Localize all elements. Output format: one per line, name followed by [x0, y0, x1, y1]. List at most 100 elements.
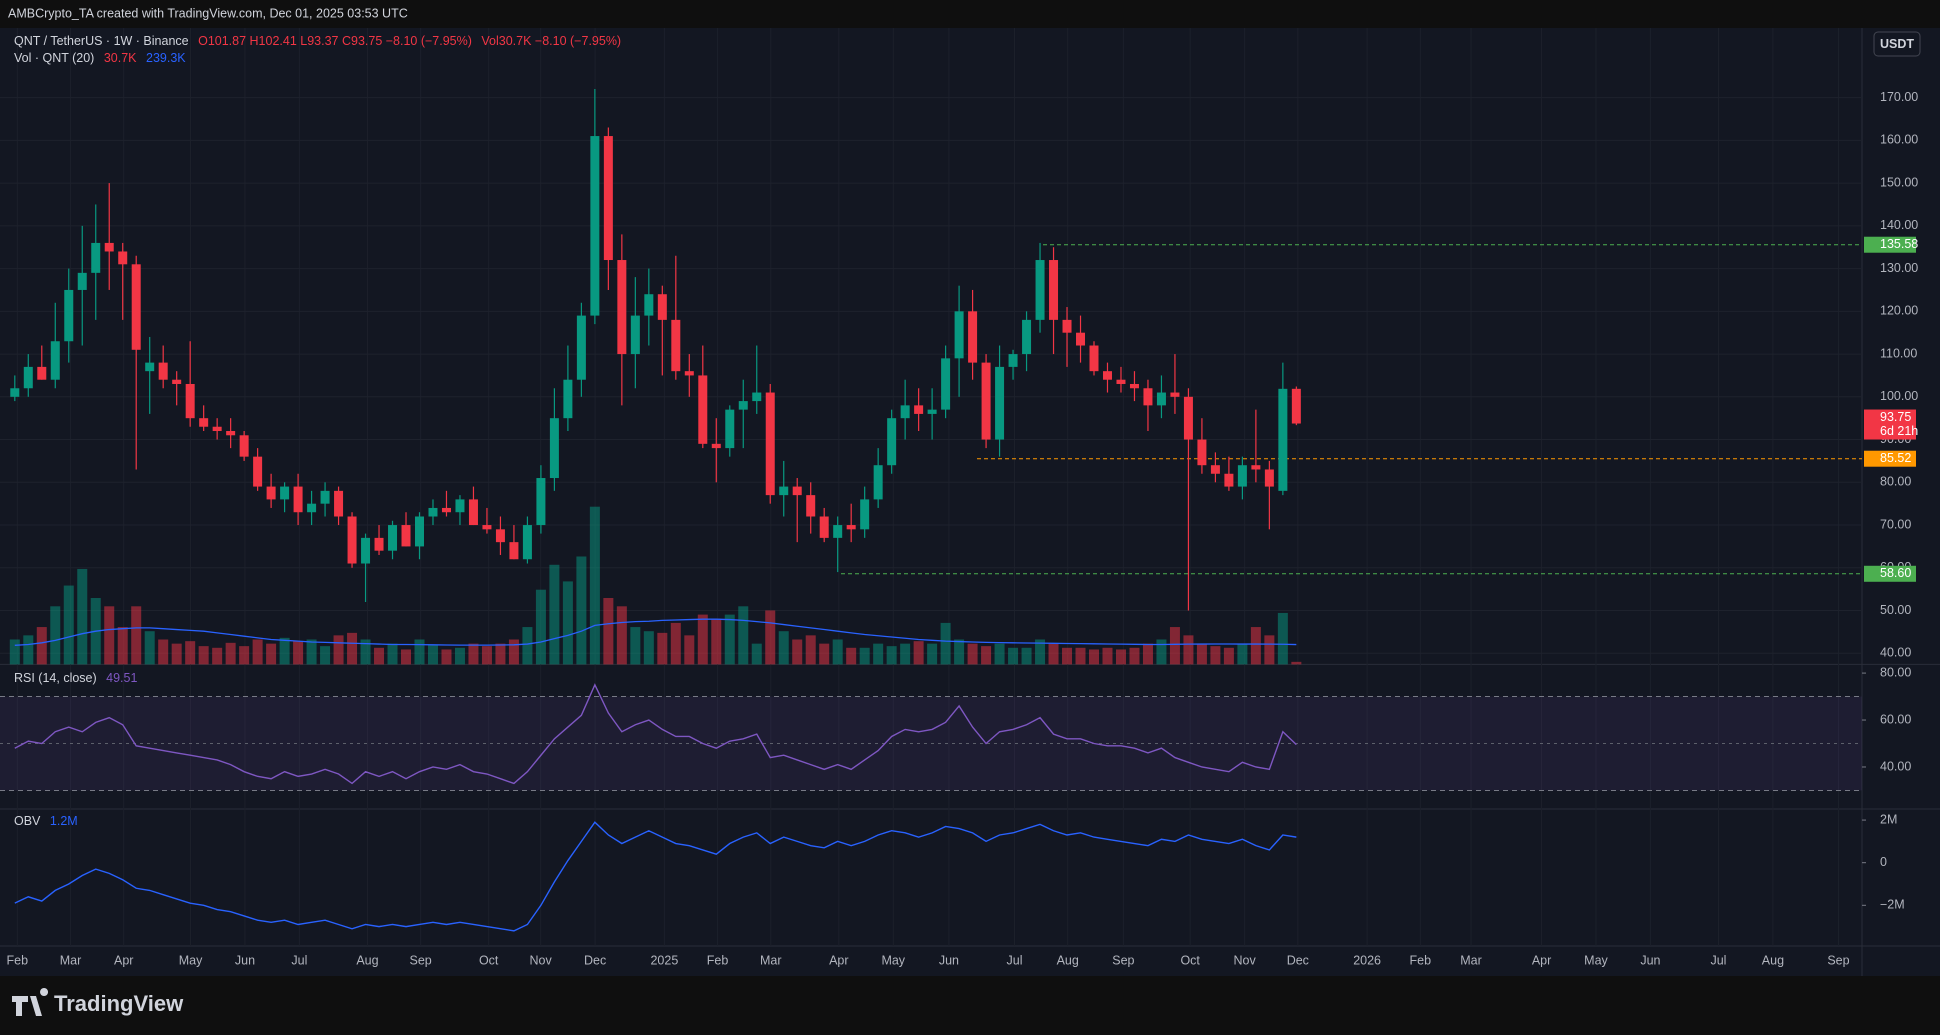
volume-bar — [751, 643, 762, 665]
volume-bar — [1075, 647, 1086, 665]
candle-body — [199, 418, 209, 427]
candle-body — [1116, 379, 1126, 384]
level-label: 135.58 — [1880, 237, 1918, 251]
candle-body — [563, 379, 573, 419]
volume-bar — [481, 646, 492, 665]
candle-body — [657, 294, 667, 320]
x-tick-label: Nov — [1234, 953, 1257, 967]
volume-bar — [306, 639, 317, 665]
volume-change: Vol30.7K −8.10 (−7.95%) — [481, 34, 622, 48]
volume-bar — [1210, 646, 1221, 665]
rsi-last: 49.51 — [106, 671, 138, 685]
volume-bar — [36, 627, 47, 665]
x-tick-label: Nov — [530, 953, 553, 967]
candle-body — [158, 362, 168, 380]
volume-bar — [1183, 635, 1194, 665]
rsi-title: RSI (14, close) — [14, 671, 97, 685]
volume-bar — [1089, 649, 1099, 665]
candle-body — [280, 486, 290, 500]
volume-bar — [1277, 612, 1288, 665]
indicator-line — [14, 821, 1297, 932]
candle-body — [347, 516, 357, 564]
volume-bar — [185, 641, 196, 665]
volume-bar — [1115, 649, 1126, 665]
volume-bar — [144, 631, 155, 665]
currency-button[interactable] — [1873, 31, 1921, 57]
volume-bar — [360, 639, 371, 665]
indicator-line — [14, 683, 1297, 785]
candle-body — [388, 525, 398, 551]
volume-bar — [657, 632, 668, 665]
volume-bar — [697, 614, 708, 665]
volume-bar — [940, 622, 951, 665]
volume-bar — [63, 585, 74, 665]
currency[interactable]: USDT — [1880, 37, 1914, 51]
x-tick-label: Jul — [1710, 953, 1726, 967]
candle-body — [1076, 332, 1086, 346]
candle-body — [23, 366, 33, 389]
volume-bar — [954, 639, 965, 665]
volume-bar — [9, 639, 20, 665]
candle-body — [792, 486, 802, 496]
candle-body — [1008, 354, 1018, 367]
candle-body — [1197, 439, 1207, 466]
volume-bar — [198, 646, 209, 665]
volume-bar — [158, 639, 169, 665]
candle-body — [914, 405, 924, 414]
candle-body — [10, 388, 20, 397]
volume-bar — [508, 639, 519, 665]
candle-body — [1022, 319, 1032, 355]
volume-bar — [252, 639, 263, 665]
rsi-legend: RSI (14, close) 49.51 — [14, 671, 143, 685]
volume-bar — [522, 627, 533, 665]
candle-body — [482, 525, 492, 530]
candle-body — [833, 525, 843, 538]
volume-bar — [724, 614, 735, 665]
x-tick-label: Dec — [1287, 953, 1309, 967]
x-tick-label: May — [179, 953, 203, 967]
price-tag-countdown: 6d 21h — [1880, 424, 1918, 438]
x-tick-label: Oct — [479, 953, 499, 967]
candle-body — [968, 311, 978, 363]
x-tick-label: Mar — [60, 953, 82, 967]
candle-body — [145, 362, 155, 372]
candle-body — [711, 443, 721, 449]
candle-body — [1170, 392, 1180, 397]
x-tick-label: Feb — [1410, 953, 1432, 967]
volume-bar — [913, 641, 924, 665]
volume-bar — [927, 643, 938, 665]
volume-bar — [643, 631, 654, 665]
candle-body — [981, 362, 991, 440]
obv-last: 1.2M — [49, 814, 78, 828]
volume-bar — [1129, 647, 1140, 665]
candle-body — [1224, 473, 1234, 487]
brand: TradingView — [54, 991, 184, 1016]
volume-bar — [387, 643, 398, 665]
volume-bar — [576, 556, 587, 665]
candle-body — [1264, 469, 1274, 487]
candle-body — [1062, 319, 1072, 333]
volume-bar — [792, 639, 803, 665]
ohlc: O101.87 H102.41 L93.37 C93.75 −8.10 (−7.… — [198, 34, 472, 48]
volume-bar — [495, 643, 506, 665]
volume-bar — [1169, 627, 1180, 665]
candle-body — [887, 418, 897, 466]
candle-body — [900, 405, 910, 419]
candle-body — [549, 418, 559, 479]
candle-body — [91, 242, 101, 273]
header: AMBCrypto_TA created with TradingView.co… — [8, 6, 408, 20]
volume-bar — [1021, 647, 1032, 665]
y-tick-label: 120.00 — [1880, 304, 1918, 318]
volume-bar — [778, 631, 789, 665]
volume-bar — [104, 606, 115, 665]
volume-bar — [765, 610, 776, 665]
x-tick-label: Apr — [114, 953, 133, 967]
volume-bar — [535, 589, 546, 665]
candle-body — [590, 136, 600, 316]
candle-body — [320, 490, 330, 504]
volume-bar — [846, 647, 857, 665]
y-tick-label: 2M — [1880, 812, 1897, 826]
candle-body — [401, 525, 411, 547]
volume-bar — [684, 635, 695, 665]
x-tick-label: May — [1584, 953, 1608, 967]
